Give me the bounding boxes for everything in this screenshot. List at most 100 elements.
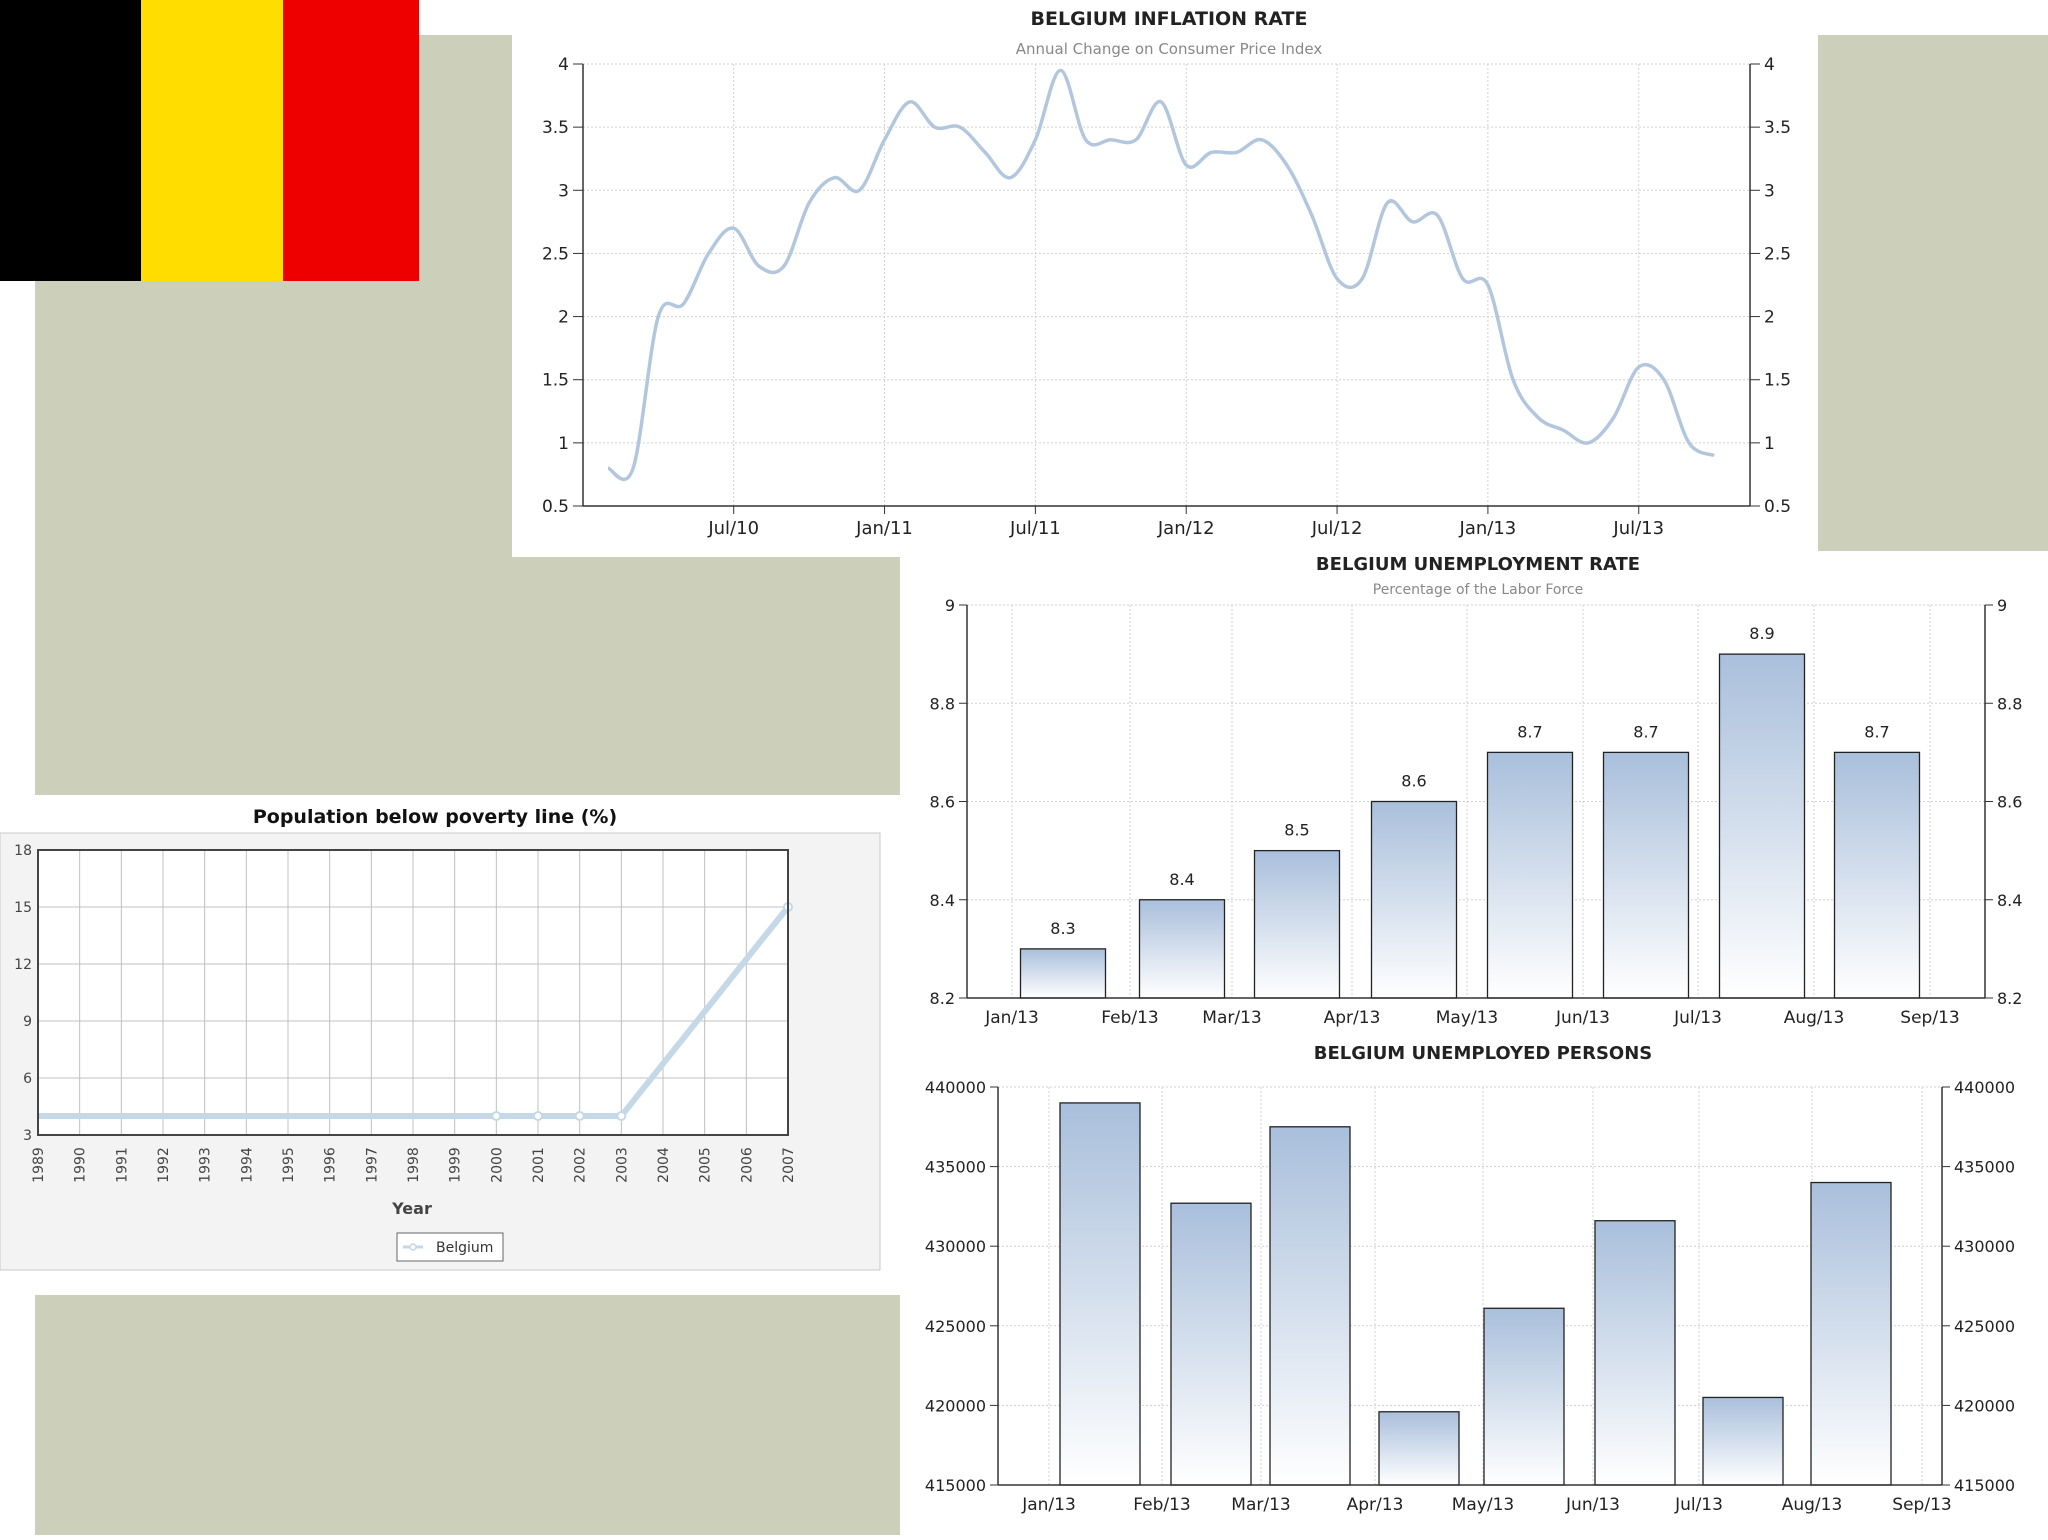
poverty-x-tick-label: 1997 — [364, 1147, 380, 1183]
persons-y-tick-label-right: 415000 — [1954, 1476, 2015, 1495]
poverty-x-tick-label: 1998 — [406, 1147, 422, 1183]
inflation-data-point — [1662, 378, 1665, 381]
rate-data-label: 8.6 — [1401, 772, 1426, 791]
inflation-y-tick-label-right: 1 — [1764, 434, 1775, 454]
inflation-data-point — [1361, 277, 1364, 280]
inflation-y-tick-label-left: 2.5 — [542, 244, 569, 264]
rate-y-tick-label-right: 8.2 — [1997, 989, 2022, 1008]
flag-red-stripe — [283, 0, 419, 281]
inflation-data-point — [1436, 214, 1439, 217]
inflation-data-point — [757, 265, 760, 268]
poverty-legend-label: Belgium — [436, 1240, 493, 1256]
poverty-legend: Belgium — [396, 1232, 504, 1262]
inflation-data-point — [883, 138, 886, 141]
rate-bar — [1253, 849, 1341, 999]
rate-bar — [1718, 653, 1806, 999]
poverty-x-tick-label: 2003 — [614, 1147, 630, 1183]
poverty-x-tick-label: 1991 — [114, 1147, 130, 1183]
persons-y-tick-label-left: 435000 — [925, 1158, 986, 1177]
inflation-data-point — [1210, 151, 1213, 154]
inflation-data-point — [607, 467, 610, 470]
poverty-x-tick-label: 2001 — [531, 1147, 547, 1183]
rate-bar — [1138, 899, 1226, 999]
persons-x-tick-label: May/13 — [1452, 1495, 1515, 1515]
inflation-data-point — [782, 265, 785, 268]
poverty-y-tick-label: 6 — [23, 1071, 32, 1087]
inflation-data-point — [1185, 164, 1188, 167]
rate-x-tick-label: Aug/13 — [1784, 1008, 1845, 1028]
rate-data-label: 8.7 — [1517, 722, 1542, 741]
inflation-data-point — [908, 100, 911, 103]
poverty-y-tick-label: 12 — [14, 957, 32, 973]
inflation-y-tick-label-right: 3 — [1764, 181, 1775, 201]
inflation-data-point — [984, 151, 987, 154]
inflation-y-tick-label-left: 1.5 — [542, 371, 569, 391]
rate-y-tick-label-left: 8.2 — [930, 989, 955, 1008]
rate-x-tick-label: Mar/13 — [1202, 1008, 1261, 1028]
persons-y-tick-label-left: 425000 — [925, 1317, 986, 1336]
inflation-y-tick-label-right: 2.5 — [1764, 244, 1791, 264]
inflation-y-tick-label-right: 1.5 — [1764, 371, 1791, 391]
poverty-plot-frame — [37, 849, 789, 1136]
poverty-x-tick-label: 1993 — [198, 1147, 214, 1183]
inflation-data-point — [1285, 164, 1288, 167]
inflation-y-tick-label-left: 1 — [558, 434, 569, 454]
inflation-data-point — [1386, 201, 1389, 204]
inflation-chart-subtitle: Annual Change on Consumer Price Index — [1016, 40, 1323, 58]
inflation-y-tick-label-left: 3.5 — [542, 118, 569, 138]
inflation-data-point — [1587, 441, 1590, 444]
rate-bar — [1602, 751, 1690, 999]
inflation-series-line — [607, 68, 1715, 481]
poverty-y-tick-label: 15 — [14, 900, 32, 916]
flag-black-stripe — [0, 0, 141, 281]
inflation-x-tick-label: Jan/13 — [1459, 518, 1517, 539]
inflation-data-point — [1713, 454, 1716, 457]
poverty-legend-marker-icon — [409, 1243, 417, 1251]
inflation-chart-title: BELGIUM INFLATION RATE — [1031, 8, 1308, 30]
inflation-y-tick-label-right: 0.5 — [1764, 497, 1791, 517]
poverty-x-tick-label: 1999 — [448, 1147, 464, 1183]
inflation-data-point — [1562, 429, 1565, 432]
poverty-x-axis-title: Year — [391, 1199, 432, 1218]
persons-y-tick-label-left: 420000 — [925, 1396, 986, 1415]
rate-y-tick-label-left: 8.6 — [930, 793, 955, 812]
poverty-x-tick-label: 2006 — [739, 1147, 755, 1183]
inflation-x-tick-label: Jan/11 — [855, 518, 913, 539]
backdrop-block-right — [1818, 35, 2048, 551]
rate-x-tick-label: Sep/13 — [1900, 1008, 1959, 1028]
rate-y-tick-label-left: 8.8 — [930, 694, 955, 713]
rate-y-tick-label-left: 8.4 — [930, 891, 955, 910]
inflation-data-point — [682, 302, 685, 305]
poverty-x-tick-label: 1992 — [156, 1147, 172, 1183]
inflation-data-point — [632, 467, 635, 470]
poverty-y-tick-label: 18 — [14, 843, 32, 859]
rate-x-tick-label: Jan/13 — [984, 1008, 1039, 1028]
inflation-data-point — [933, 126, 936, 129]
poverty-data-point — [616, 1111, 627, 1121]
inflation-y-tick-label-left: 4 — [558, 55, 569, 75]
inflation-y-tick-label-right: 2 — [1764, 308, 1775, 328]
inflation-data-point — [1336, 277, 1339, 280]
inflation-y-tick-label-left: 0.5 — [542, 497, 569, 517]
poverty-x-tick-label: 2007 — [781, 1147, 797, 1183]
rate-x-tick-label: Apr/13 — [1324, 1008, 1381, 1028]
inflation-data-point — [1512, 378, 1515, 381]
inflation-data-point — [1009, 176, 1012, 179]
poverty-data-point — [574, 1111, 585, 1121]
poverty-x-tick-label: 2005 — [698, 1147, 714, 1183]
persons-x-tick-label: Feb/13 — [1133, 1495, 1190, 1515]
rate-data-label: 8.3 — [1050, 919, 1075, 938]
persons-y-tick-label-left: 440000 — [925, 1078, 986, 1097]
inflation-data-point — [1537, 416, 1540, 419]
rate-y-tick-label-right: 8.8 — [1997, 694, 2022, 713]
inflation-chart: BELGIUM INFLATION RATE Annual Change on … — [542, 8, 1791, 539]
rate-bar — [1486, 751, 1574, 999]
persons-bar — [1378, 1411, 1460, 1486]
rate-x-tick-label: Jul/13 — [1673, 1008, 1722, 1028]
inflation-data-point — [707, 252, 710, 255]
unemployed-persons-title: BELGIUM UNEMPLOYED PERSONS — [1314, 1043, 1653, 1064]
rate-x-tick-label: May/13 — [1436, 1008, 1499, 1028]
flag-graphic — [0, 0, 419, 281]
poverty-chart-panel: Population below poverty line (%) 3 6 9 12 1… — [0, 795, 900, 1285]
persons-bar — [1269, 1126, 1351, 1486]
